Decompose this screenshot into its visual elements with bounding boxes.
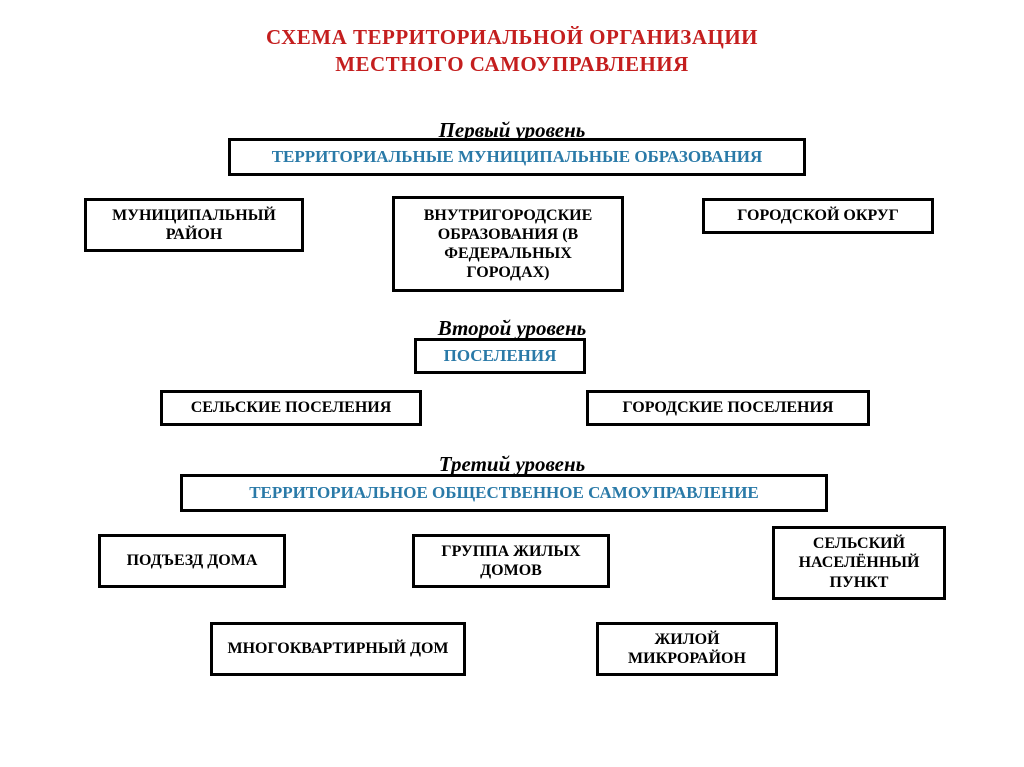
diagram-box: ГОРОДСКИЕ ПОСЕЛЕНИЯ — [586, 390, 870, 426]
level-header-box: ТЕРРИТОРИАЛЬНОЕ ОБЩЕСТВЕННОЕ САМОУПРАВЛЕ… — [180, 474, 828, 512]
level-header-box: ПОСЕЛЕНИЯ — [414, 338, 586, 374]
diagram-box: ГОРОДСКОЙ ОКРУГ — [702, 198, 934, 234]
diagram-box: ГРУППА ЖИЛЫХ ДОМОВ — [412, 534, 610, 588]
level-header-box: ТЕРРИТОРИАЛЬНЫЕ МУНИЦИПАЛЬНЫЕ ОБРАЗОВАНИ… — [228, 138, 806, 176]
diagram-box: МУНИЦИПАЛЬНЫЙ РАЙОН — [84, 198, 304, 252]
diagram-box: СЕЛЬСКИЕ ПОСЕЛЕНИЯ — [160, 390, 422, 426]
diagram-title: СХЕМА ТЕРРИТОРИАЛЬНОЙ ОРГАНИЗАЦИИ МЕСТНО… — [0, 0, 1024, 79]
title-line-2: МЕСТНОГО САМОУПРАВЛЕНИЯ — [335, 52, 689, 76]
diagram-box: МНОГОКВАРТИРНЫЙ ДОМ — [210, 622, 466, 676]
diagram-box: ПОДЪЕЗД ДОМА — [98, 534, 286, 588]
diagram-box: ЖИЛОЙ МИКРОРАЙОН — [596, 622, 778, 676]
diagram-box: СЕЛЬСКИЙ НАСЕЛЁННЫЙ ПУНКТ — [772, 526, 946, 600]
title-line-1: СХЕМА ТЕРРИТОРИАЛЬНОЙ ОРГАНИЗАЦИИ — [266, 25, 758, 49]
diagram-box: ВНУТРИГОРОДСКИЕ ОБРАЗОВАНИЯ (В ФЕДЕРАЛЬН… — [392, 196, 624, 292]
